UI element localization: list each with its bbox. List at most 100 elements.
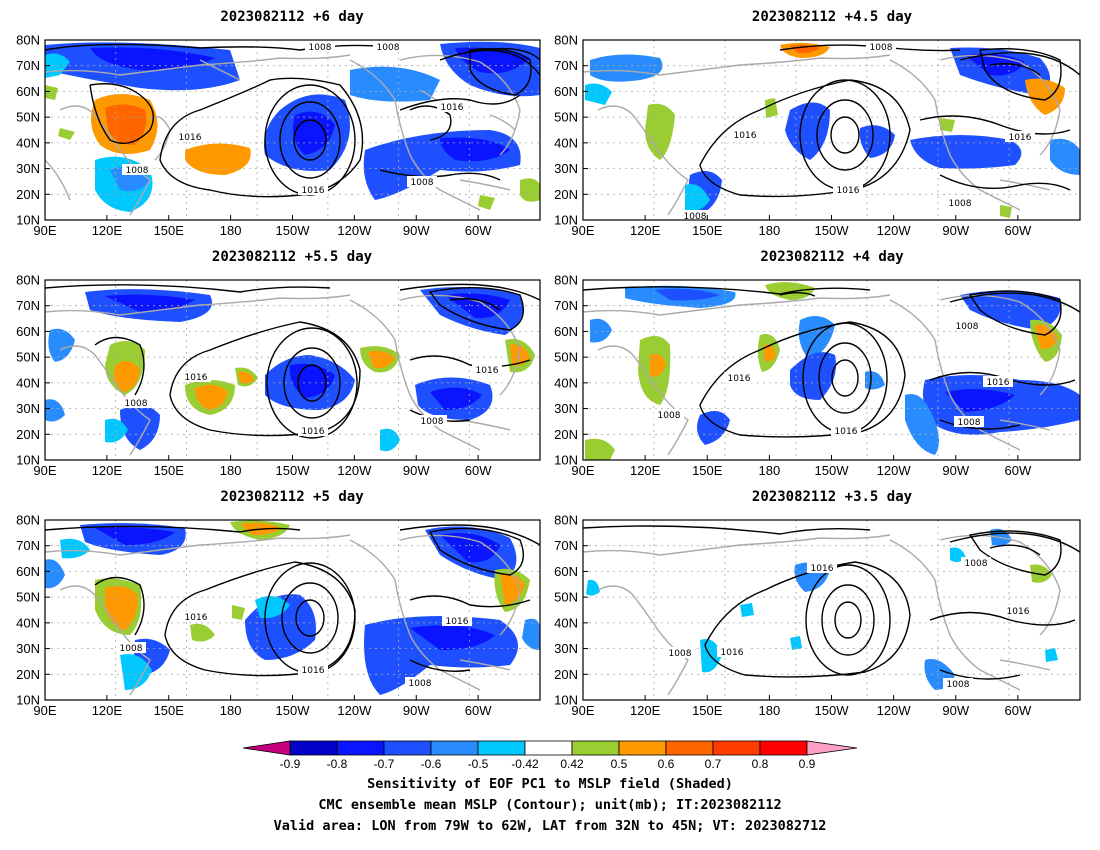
lat-tick-label: 30N [16,161,40,176]
coastline-layer [45,54,521,216]
svg-text:1008: 1008 [965,559,988,569]
lon-tick-label: 60W [1005,703,1032,718]
lon-tick-label: 150W [815,703,850,718]
lon-tick-label: 90E [33,223,56,238]
lon-tick-label: 60W [465,703,492,718]
svg-text:1016: 1016 [1007,607,1030,617]
lon-tick-label: 150W [815,463,850,478]
shading-layer [585,42,1080,218]
colorbar-tick-label: -0.8 [327,757,348,771]
negative-shading [292,111,335,155]
lat-tick-label: 80N [16,513,40,528]
lon-tick-label: 150E [692,223,723,238]
lat-tick-label: 20N [554,667,578,682]
lon-tick-label: 180 [759,703,781,718]
svg-text:1008: 1008 [669,649,692,659]
lon-tick-label: 150E [692,463,723,478]
lon-tick-label: 120E [630,223,661,238]
map-panel-5: 2023082112 +3.5 day [582,489,1081,701]
lon-tick-label: 180 [759,223,781,238]
svg-text:1016: 1016 [811,564,834,574]
svg-text:1016: 1016 [721,648,744,658]
lat-tick-label: 50N [16,350,40,365]
lat-tick-label: 60N [16,84,40,99]
shading-layer [45,520,540,695]
lat-tick-label: 40N [16,135,40,150]
colorbar-bin [383,740,432,756]
lat-tick-label: 70N [16,298,40,313]
lon-tick-label: 120E [92,703,123,718]
shading-layer [586,528,1058,690]
colorbar-tick-label: -0.5 [468,757,489,771]
lon-tick-label: 90E [571,703,594,718]
colorbar-bin [430,740,479,756]
lat-tick-label: 30N [16,401,40,416]
lat-tick-label: 20N [16,427,40,442]
svg-text:1008: 1008 [947,680,970,690]
colorbar-tick-label: 0.9 [799,757,816,771]
map-panel-2: 2023082112 +5.5 day [44,249,541,461]
svg-text:1008: 1008 [958,418,981,428]
svg-text:1016: 1016 [987,378,1010,388]
map-panel-1: 2023082112 +4.5 day [582,9,1081,221]
svg-text:1016: 1016 [728,374,751,384]
lon-tick-label: 150E [154,463,185,478]
lat-tick-label: 40N [16,615,40,630]
colorbar-tick-label: 0.6 [658,757,675,771]
lon-tick-label: 150W [276,463,311,478]
lat-tick-label: 40N [554,375,578,390]
svg-text:1016: 1016 [441,103,464,113]
lat-tick-label: 40N [16,375,40,390]
svg-text:1008: 1008 [949,199,972,209]
colorbar-tick-label: -0.6 [421,757,442,771]
lat-tick-label: 60N [16,324,40,339]
panel-title: 2023082112 +4.5 day [752,9,913,25]
svg-text:1008: 1008 [377,43,400,53]
lat-tick-label: 80N [554,33,578,48]
svg-text:1016: 1016 [179,133,202,143]
lon-tick-label: 150W [815,223,850,238]
lon-tick-label: 180 [220,223,242,238]
lon-tick-label: 120W [877,463,912,478]
colorbar-under-arrow [242,740,291,756]
colorbar-tick-label: -0.42 [511,757,539,771]
caption-line-1: Sensitivity of EOF PC1 to MSLP field (Sh… [367,776,733,792]
lon-tick-label: 90W [942,703,969,718]
colorbar-bin [524,740,573,756]
shading-layer [45,41,540,212]
svg-text:1008: 1008 [409,679,432,689]
lat-tick-label: 80N [16,273,40,288]
svg-text:1008: 1008 [126,166,149,176]
colorbar-ticks: -0.9 -0.8 -0.7 -0.6 -0.5 -0.42 0.42 0.5 … [280,757,816,771]
positive-shading [185,143,251,175]
lon-tick-label: 60W [1005,463,1032,478]
lat-tick-label: 40N [554,615,578,630]
svg-text:1016: 1016 [835,427,858,437]
lon-tick-label: 120E [630,463,661,478]
lon-tick-label: 60W [465,463,492,478]
lon-tick-label: 150E [692,703,723,718]
lon-tick-label: 120W [337,703,372,718]
colorbar-tick-label: 0.5 [611,757,628,771]
lon-tick-label: 90E [571,463,594,478]
lon-tick-label: 90W [403,463,430,478]
svg-text:1008: 1008 [411,178,434,188]
colorbar-bin [618,740,667,756]
lat-tick-label: 60N [16,564,40,579]
svg-text:1016: 1016 [476,366,499,376]
svg-text:1016: 1016 [302,427,325,437]
contour-labels: 1008 1008 1016 1016 1016 1008 1008 [122,41,467,196]
svg-text:1016: 1016 [1009,133,1032,143]
lon-tick-label: 120W [337,223,372,238]
svg-text:1008: 1008 [870,43,893,53]
lon-tick-label: 90E [571,223,594,238]
lon-tick-label: 60W [465,223,492,238]
lat-tick-label: 40N [554,135,578,150]
caption-line-3: Valid area: LON from 79W to 62W, LAT fro… [273,818,827,834]
colorbar: -0.9 -0.8 -0.7 -0.6 -0.5 -0.42 0.42 0.5 … [242,740,858,771]
positive-shading [478,195,495,210]
lon-tick-label: 90E [33,463,56,478]
lon-tick-label: 180 [759,463,781,478]
lon-tick-label: 120W [877,223,912,238]
lon-tick-label: 90W [942,463,969,478]
